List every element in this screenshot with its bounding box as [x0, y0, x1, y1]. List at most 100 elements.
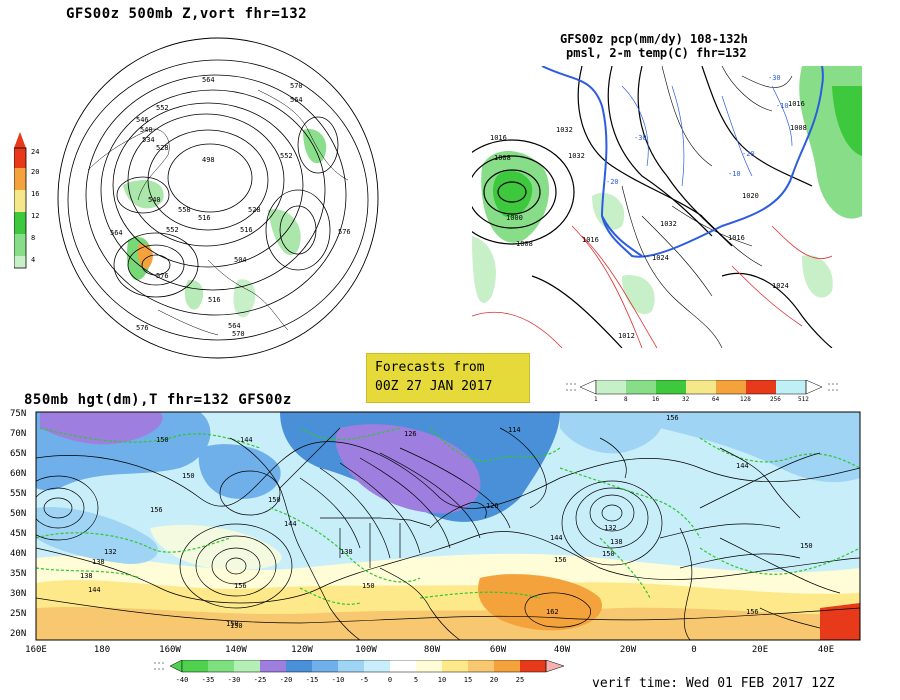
precip-shade — [592, 192, 625, 230]
contour-label: 126 — [486, 502, 499, 510]
vort-swatch-16 — [14, 190, 26, 212]
lat-label: 25N — [10, 609, 26, 619]
height-contour — [179, 523, 293, 609]
coastline — [719, 447, 801, 519]
height-contour — [211, 547, 261, 585]
contour-label: 516 — [208, 296, 221, 304]
coastline — [429, 502, 487, 529]
vort-tick: 12 — [31, 212, 39, 220]
lat-label: 45N — [10, 529, 26, 539]
temp-shade — [198, 444, 281, 499]
temp-tick: -30 — [228, 676, 241, 684]
lon-label: 100W — [355, 645, 377, 655]
temp-contour — [299, 587, 361, 605]
height-contour — [219, 470, 281, 516]
temp-tick: 25 — [516, 676, 524, 684]
temp-contour — [39, 427, 261, 449]
height-contour — [195, 535, 277, 597]
precip-swatch — [686, 380, 716, 394]
coastline — [379, 567, 461, 640]
precip-tick: 128 — [740, 396, 751, 402]
coastline — [759, 607, 821, 629]
height-contour — [43, 497, 73, 519]
lat-label: 20N — [10, 629, 26, 639]
temp-contour — [36, 532, 231, 553]
lon-label: 40W — [554, 645, 571, 655]
lat-label: 70N — [10, 429, 26, 439]
coastline — [701, 215, 763, 267]
temperature-legend: -40 -35 -30 -25 -20 -15 -10 -5 0 5 10 15… — [154, 660, 565, 684]
lon-label: 0 — [691, 645, 696, 655]
height-contour — [167, 143, 253, 213]
height-contour — [399, 447, 511, 529]
contour-label: 552 — [166, 226, 179, 234]
contour-label: 516 — [198, 214, 211, 222]
height-contour — [116, 176, 170, 214]
height-contour — [575, 487, 649, 549]
precip-swatch — [716, 380, 746, 394]
temp-tick: 5 — [414, 676, 418, 684]
temp-tick: -5 — [360, 676, 368, 684]
precip-tick: 1 — [594, 396, 598, 402]
contour-label: 150 — [226, 620, 239, 628]
lat-label: 55N — [10, 489, 26, 499]
contour-label: 150 — [268, 496, 281, 504]
vort-tick: 20 — [31, 168, 39, 176]
temp-label: -20 — [742, 150, 755, 158]
temp-contour — [581, 235, 658, 348]
forecast-banner: Forecasts from 00Z 27 JAN 2017 — [366, 353, 530, 403]
contour-label: 132 — [104, 548, 117, 556]
lat-label: 40N — [10, 549, 26, 559]
coastline — [229, 437, 361, 640]
height-contour — [659, 523, 781, 539]
height-contour — [279, 205, 317, 255]
precip-tick: 256 — [770, 396, 781, 402]
contour-label: 498 — [202, 156, 215, 164]
isobar-label: 1024 — [652, 254, 669, 262]
vort-shade — [268, 209, 301, 256]
contour-label: 534 — [142, 136, 155, 144]
temp-label: -10 — [728, 170, 741, 178]
precip-swatch — [626, 380, 656, 394]
contour-label: 138 — [92, 558, 105, 566]
isobar — [483, 169, 541, 215]
temp-tick: -15 — [306, 676, 319, 684]
temp-tick: -40 — [176, 676, 189, 684]
contour-label: 504 — [234, 256, 247, 264]
vort-shade — [184, 279, 204, 310]
precip-legend: 1 8 16 32 64 128 256 512 — [566, 380, 838, 402]
contour-label: 570 — [290, 82, 303, 90]
coastline — [599, 437, 627, 479]
height-contour — [359, 457, 451, 549]
isobar-label: 1016 — [490, 134, 507, 142]
vort-tick: 8 — [31, 234, 35, 242]
isobar-label: 1016 — [582, 236, 599, 244]
contour-label: 144 — [240, 436, 253, 444]
lon-label: 20E — [752, 645, 768, 655]
banner-line2: 00Z 27 JAN 2017 — [375, 379, 493, 394]
temp-contour — [771, 225, 833, 259]
contour-label: 552 — [280, 152, 293, 160]
temp-contour — [571, 225, 643, 348]
height-contour — [589, 494, 635, 532]
contour-label: 540 — [140, 126, 153, 134]
height-contour — [297, 116, 339, 174]
precip-shade — [622, 275, 655, 315]
contour-label: 576 — [338, 228, 351, 236]
isobar-label: 1008 — [790, 124, 807, 132]
contour-label: 138 — [80, 572, 93, 580]
vort-tick: 24 — [31, 148, 39, 156]
isobar-label: 1000 — [506, 214, 523, 222]
temp-contour — [299, 427, 401, 441]
temp-contour — [429, 427, 561, 462]
contour-label: 576 — [136, 324, 149, 332]
height-contour — [299, 477, 361, 549]
height-contour — [36, 597, 860, 624]
temp-contour — [269, 507, 421, 583]
vort-swatch-4 — [14, 256, 26, 268]
contour-label: 144 — [88, 586, 101, 594]
vort-swatch-12 — [14, 212, 26, 234]
contour-label: 144 — [284, 520, 297, 528]
contour-label: 156 — [234, 582, 247, 590]
height-contour — [679, 553, 801, 569]
